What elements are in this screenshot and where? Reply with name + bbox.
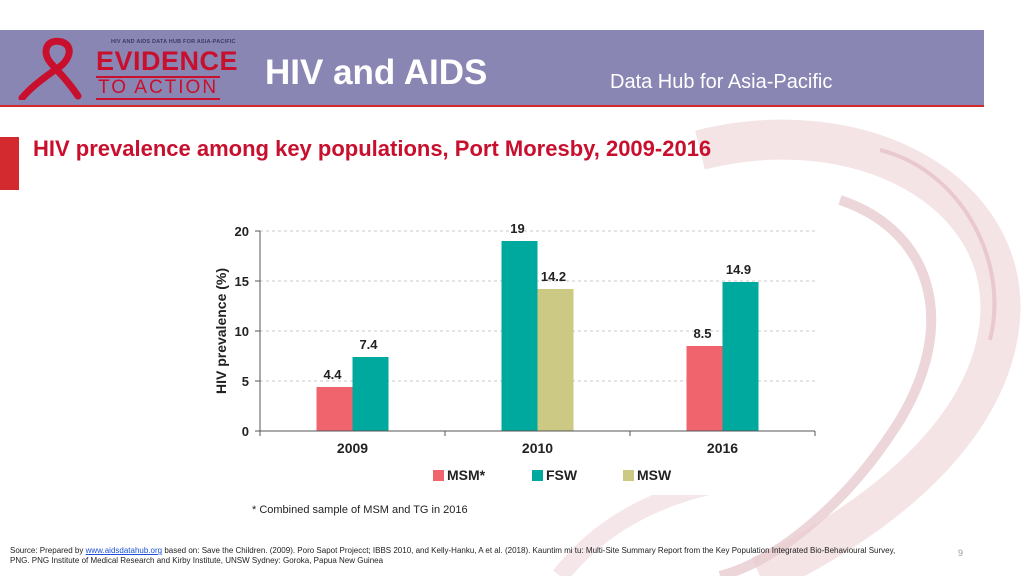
x-tick-label: 2016 — [707, 440, 738, 456]
source-text: based on: Save the Children. (2009). Por… — [10, 546, 896, 565]
data-labels: 4.4 7.4 19 14.2 8.5 14.9 — [323, 221, 751, 382]
bar-fsw-2016 — [722, 282, 759, 431]
legend-swatch — [532, 470, 543, 481]
legend-label: FSW — [546, 467, 578, 483]
evidence-to-action-logo: HIV AND AIDS DATA HUB FOR ASIA-PACIFIC E… — [16, 36, 246, 100]
y-tick-label: 20 — [235, 224, 249, 239]
data-label: 7.4 — [359, 337, 378, 352]
data-label: 14.9 — [726, 262, 751, 277]
bar-fsw-2010 — [501, 241, 538, 431]
source-citation: Source: Prepared by www.aidsdatahub.org … — [10, 546, 910, 566]
data-label: 19 — [510, 221, 524, 236]
header-banner: HIV AND AIDS DATA HUB FOR ASIA-PACIFIC E… — [0, 30, 984, 107]
legend-swatch — [623, 470, 634, 481]
title-accent-bar — [0, 137, 19, 190]
bars — [316, 241, 759, 431]
bar-msw-2010 — [537, 289, 574, 431]
legend-label: MSM* — [447, 467, 486, 483]
y-tick-label: 15 — [235, 274, 249, 289]
data-label: 8.5 — [693, 326, 711, 341]
x-tick-label: 2010 — [522, 440, 553, 456]
page-title: HIV prevalence among key populations, Po… — [33, 136, 712, 161]
header-title: HIV and AIDS — [265, 53, 488, 92]
axes: 0 5 10 15 20 HIV prevalence (%) 2009 2010 2016 — [213, 224, 816, 456]
logo-to-action-text: TO ACTION — [96, 76, 221, 100]
data-label: 4.4 — [323, 367, 342, 382]
legend-swatch — [433, 470, 444, 481]
legend-label: MSW — [637, 467, 672, 483]
header-subtitle: Data Hub for Asia-Pacific — [610, 71, 833, 93]
logo-evidence-text: EVIDENCE — [96, 46, 239, 76]
chart-footnote: * Combined sample of MSM and TG in 2016 — [252, 504, 468, 516]
legend: MSM* FSW MSW — [433, 467, 672, 483]
source-prefix: Source: Prepared by — [10, 546, 86, 555]
y-tick-label: 0 — [242, 424, 249, 439]
page-number: 9 — [958, 548, 964, 558]
y-axis-label: HIV prevalence (%) — [213, 268, 229, 394]
bar-msm-2009 — [316, 387, 353, 431]
top-strip — [0, 0, 1024, 30]
logo-small-text: HIV AND AIDS DATA HUB FOR ASIA-PACIFIC — [111, 39, 236, 45]
y-tick-label: 10 — [235, 324, 249, 339]
red-ribbon-icon — [18, 37, 82, 100]
data-label: 14.2 — [541, 269, 566, 284]
bar-msm-2016 — [686, 346, 723, 431]
y-tick-label: 5 — [242, 374, 249, 389]
source-link[interactable]: www.aidsdatahub.org — [85, 546, 163, 555]
x-tick-label: 2009 — [337, 440, 368, 456]
bar-fsw-2009 — [352, 357, 389, 431]
